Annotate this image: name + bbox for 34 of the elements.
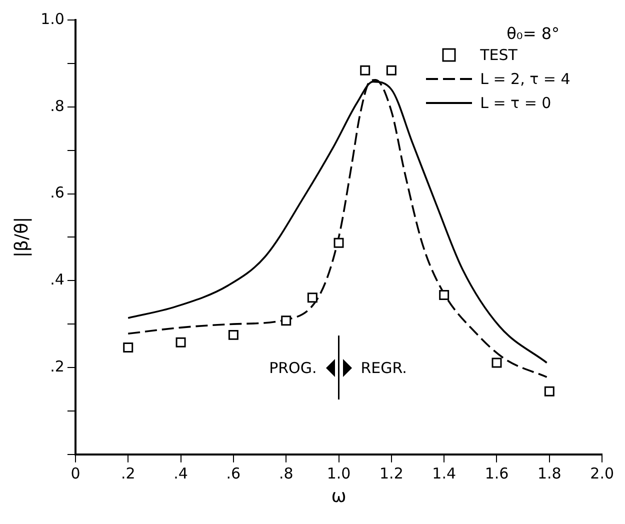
point (123, 342, 134, 353)
point (360, 65, 370, 76)
x-axis-title: ω (331, 486, 346, 507)
point (334, 238, 344, 248)
x-tick-label: 0 (70, 464, 80, 482)
point (307, 292, 318, 303)
x-tick-label: 2.0 (590, 464, 614, 482)
legend-label: L = τ = 0 (480, 94, 552, 112)
legend-label: TEST (480, 46, 518, 64)
x-tick-label: 1.8 (537, 464, 562, 482)
point (281, 316, 292, 326)
y-tick-label: .4 (50, 270, 64, 289)
point (492, 358, 502, 368)
point (439, 290, 450, 300)
y-tick-label: .6 (50, 184, 64, 202)
point (176, 337, 186, 348)
y-axis-title: |β/θ| (11, 216, 32, 258)
point (228, 330, 238, 340)
y-tick-label: 1.0 (40, 10, 64, 28)
point (544, 386, 554, 396)
x-tick-label: .6 (226, 464, 241, 482)
y-tick-label: .2 (50, 357, 64, 376)
x-tick-label: 1.2 (379, 464, 404, 482)
y-tick-label: .8 (50, 96, 64, 115)
x-tick-label: 1.6 (484, 464, 509, 482)
point (386, 65, 396, 76)
x-tick-label: .8 (278, 464, 294, 482)
text: PROG. REGR. (269, 358, 407, 377)
x-tick-label: 1.0 (326, 464, 351, 482)
x-tick-label: .2 (120, 464, 136, 482)
x-tick-label: 1.4 (432, 464, 456, 482)
legend-title: θ₀= 8° (506, 24, 560, 43)
legend-label: L = 2, τ = 4 (480, 70, 570, 88)
x-tick-label: .4 (174, 464, 188, 482)
